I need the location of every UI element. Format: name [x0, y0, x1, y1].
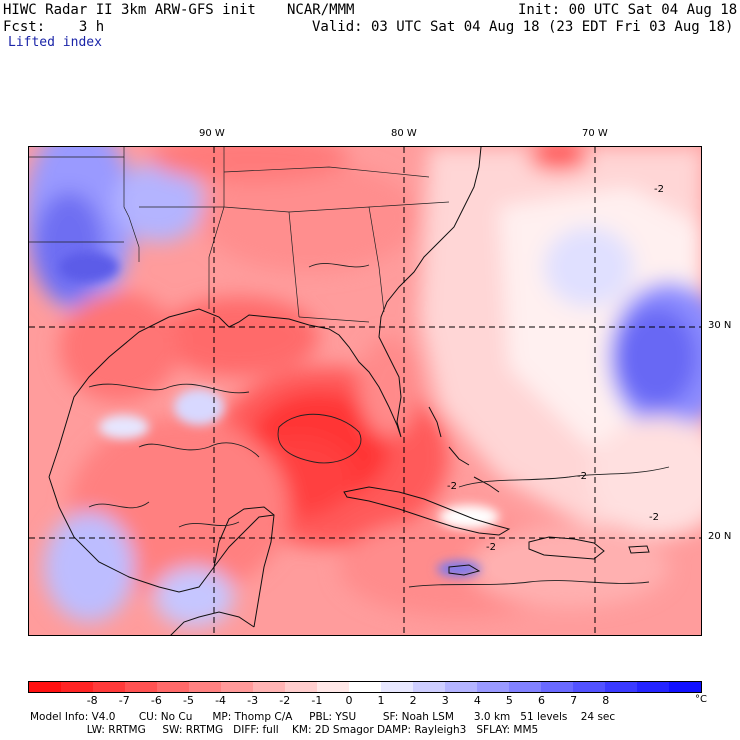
colorbar-segment	[349, 682, 381, 692]
field-shading	[29, 147, 701, 627]
colorbar-tick-label: -6	[150, 694, 162, 707]
colorbar	[28, 681, 702, 693]
colorbar-segment	[637, 682, 669, 692]
colorbar-tick-label: 6	[538, 694, 546, 707]
colorbar-tick-label: -8	[86, 694, 98, 707]
valid-time: Valid: 03 UTC Sat 04 Aug 18 (23 EDT Fri …	[312, 19, 734, 35]
colorbar-segment	[573, 682, 605, 692]
colorbar-segment	[253, 682, 285, 692]
latlon-grid	[29, 147, 701, 635]
field-name: Lifted index	[8, 35, 102, 50]
forecast-hour: Fcst: 3 h	[3, 19, 105, 35]
colorbar-tick-label: -4	[215, 694, 227, 707]
lat-label-20n: 20 N	[708, 531, 732, 542]
colorbar-tick-label: 1	[377, 694, 385, 707]
contour-label: -2	[486, 542, 496, 553]
lon-label-70w: 70 W	[582, 128, 608, 139]
contour-label: -2	[447, 481, 457, 492]
colorbar-tick-label: -7	[118, 694, 130, 707]
colorbar-tick-label: 0	[345, 694, 353, 707]
colorbar-segment	[509, 682, 541, 692]
colorbar-segment	[189, 682, 221, 692]
colorbar-tick-label: 5	[505, 694, 513, 707]
colorbar-segment	[285, 682, 317, 692]
contour-label-group: -2 -2 -2 -2 -2	[447, 184, 664, 553]
contour-label: -2	[654, 184, 664, 195]
colorbar-tick-label: 7	[570, 694, 578, 707]
lifted-index-map: -2 -2 -2 -2 -2	[28, 146, 702, 636]
init-time: Init: 00 UTC Sat 04 Aug 18	[518, 2, 738, 18]
colorbar-segment	[221, 682, 253, 692]
organization-label: NCAR/MMM	[287, 2, 355, 18]
colorbar-tick-label: 3	[441, 694, 449, 707]
model-info-line2: LW: RRTMG SW: RRTMG DIFF: full KM: 2D Sm…	[30, 724, 539, 736]
model-title: HIWC Radar II 3km ARW-GFS init	[3, 2, 256, 18]
model-info-line1: Model Info: V4.0 CU: No Cu MP: Thomp C/A…	[30, 711, 616, 723]
colorbar-segment	[541, 682, 573, 692]
colorbar-tick-label: 2	[409, 694, 417, 707]
state-borders	[29, 147, 450, 323]
colorbar-segment	[125, 682, 157, 692]
lat-label-30n: 30 N	[708, 320, 732, 331]
colorbar-tick-label: 4	[473, 694, 481, 707]
contours	[88, 263, 670, 588]
colorbar-segment	[477, 682, 509, 692]
lon-label-80w: 80 W	[391, 128, 417, 139]
colorbar-segment	[29, 682, 61, 692]
colorbar-segment	[61, 682, 93, 692]
colorbar-segment	[605, 682, 637, 692]
map-svg: -2 -2 -2 -2 -2	[29, 147, 701, 635]
coastlines	[48, 147, 650, 635]
contour-label: -2	[577, 471, 587, 482]
colorbar-segment	[381, 682, 413, 692]
colorbar-segment	[317, 682, 349, 692]
colorbar-tick-label: -1	[311, 694, 323, 707]
contour-label: -2	[649, 512, 659, 523]
colorbar-segment	[669, 682, 701, 692]
colorbar-tick-label: -3	[247, 694, 259, 707]
colorbar-tick-label: -5	[182, 694, 194, 707]
colorbar-segment	[93, 682, 125, 692]
lon-label-90w: 90 W	[199, 128, 225, 139]
colorbar-segment	[445, 682, 477, 692]
field-detail	[59, 252, 499, 577]
colorbar-unit: °C	[695, 694, 707, 705]
colorbar-tick-label: 8	[602, 694, 610, 707]
colorbar-segment	[413, 682, 445, 692]
colorbar-tick-label: -2	[279, 694, 291, 707]
colorbar-segment	[157, 682, 189, 692]
